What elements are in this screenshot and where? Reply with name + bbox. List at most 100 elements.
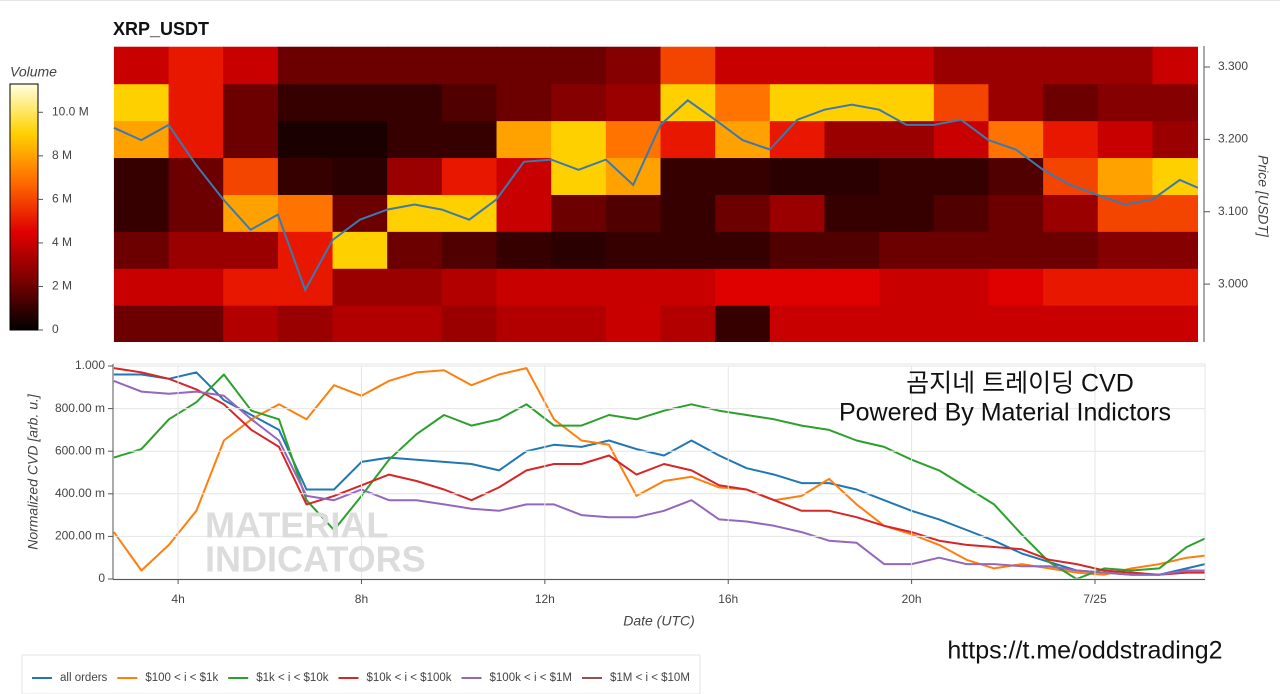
heat-cell (168, 46, 224, 85)
heat-cell (605, 46, 662, 85)
heat-cell (769, 157, 826, 195)
heat-cell (1043, 83, 1099, 122)
y-tick-label: 200.00 m (55, 529, 105, 543)
heat-cell (715, 83, 771, 122)
heat-cell (441, 46, 498, 85)
cvd-line (113, 367, 1205, 576)
heat-cell (1152, 268, 1198, 306)
heat-cell (496, 305, 552, 342)
heat-cell (277, 83, 334, 122)
heat-cell (1152, 120, 1198, 159)
colorbar-tick-label: 6 M (52, 192, 72, 206)
price-tick-label: 3.300 (1218, 59, 1248, 73)
heat-cell (441, 231, 498, 269)
heat-cell (1152, 231, 1198, 269)
heat-cell (496, 157, 552, 195)
heat-cell (168, 268, 224, 306)
heat-cell (988, 268, 1044, 306)
heat-cell (988, 120, 1044, 159)
heat-cell (387, 46, 443, 85)
colorbar-tick-label: 2 M (52, 279, 72, 293)
heat-cell (223, 268, 279, 306)
heat-cell (1097, 268, 1154, 306)
heat-cell (332, 46, 388, 85)
heat-cell (1043, 46, 1099, 85)
heat-cell (605, 120, 662, 159)
heat-cell (715, 231, 771, 269)
legend-label: $1k < i < $10k (256, 672, 328, 684)
y-tick-label: 400.00 m (55, 486, 105, 500)
price-line (113, 99, 1198, 293)
heat-cell (496, 231, 552, 269)
heat-cell (933, 46, 990, 85)
heat-cell (277, 157, 334, 195)
heat-cell (332, 120, 388, 159)
heat-cell (223, 194, 279, 232)
colorbar-title: Volume (10, 64, 57, 80)
heat-cell (824, 231, 880, 269)
colorbar (9, 83, 39, 331)
heat-cell (496, 268, 552, 306)
heat-cell (223, 120, 279, 159)
heat-cell (387, 83, 443, 122)
heat-cell (441, 120, 498, 159)
legend-label: $100k < i < $1M (490, 672, 572, 684)
heat-cell (660, 268, 716, 306)
heat-cell (988, 305, 1044, 342)
heat-cell (113, 194, 170, 232)
heat-cell (660, 305, 716, 342)
heat-cell (933, 268, 990, 306)
heat-cell (715, 46, 771, 85)
heat-cell (769, 305, 826, 342)
heat-cell (988, 83, 1044, 122)
heat-cell (715, 305, 771, 342)
heat-cell (879, 46, 935, 85)
heat-cell (824, 305, 880, 342)
heat-cell (168, 83, 224, 122)
heat-cell (824, 157, 880, 195)
heat-cell (879, 83, 935, 122)
legend-label: $100 < i < $1k (145, 672, 218, 684)
heat-cell (933, 194, 990, 232)
heat-cell (988, 231, 1044, 269)
colorbar-tick-label: 0 (52, 322, 59, 336)
heat-cell (824, 46, 880, 85)
heat-cell (551, 231, 607, 269)
legend-box (21, 654, 701, 694)
heat-cell (660, 120, 716, 159)
heat-cell (1097, 83, 1154, 122)
heat-cell (551, 83, 607, 122)
annotation: Powered By Material Indictors (839, 399, 1171, 427)
heat-cell (113, 83, 170, 122)
heat-cell (277, 194, 334, 232)
heat-cell (168, 194, 224, 232)
heat-cell (113, 157, 170, 195)
x-tick-label: 8h (355, 592, 368, 606)
heat-cell (824, 268, 880, 306)
heat-cell (769, 46, 826, 85)
price-tick-label: 3.200 (1218, 132, 1248, 146)
cvd-line (113, 371, 1205, 576)
colorbar-tick-label: 10.0 M (52, 104, 89, 118)
heat-cell (332, 231, 388, 269)
heat-cell (551, 194, 607, 232)
heat-cell (879, 231, 935, 269)
watermark: MATERIAL (205, 505, 388, 546)
heat-cell (660, 194, 716, 232)
heat-cell (441, 157, 498, 195)
heat-cell (387, 305, 443, 342)
heat-cell (223, 46, 279, 85)
cvd-line (113, 373, 1205, 580)
x-axis-label: Date (UTC) (623, 613, 695, 629)
heat-cell (933, 231, 990, 269)
heat-cell (1043, 194, 1099, 232)
annotation: 곰지네 트레이딩 CVD (906, 370, 1134, 398)
heat-cell (605, 268, 662, 306)
heat-cell (824, 83, 880, 122)
heat-cell (1097, 46, 1154, 85)
heat-cell (113, 268, 170, 306)
heat-cell (387, 268, 443, 306)
heat-cell (1097, 120, 1154, 159)
heat-cell (769, 194, 826, 232)
colorbar-tick-label: 4 M (52, 235, 72, 249)
